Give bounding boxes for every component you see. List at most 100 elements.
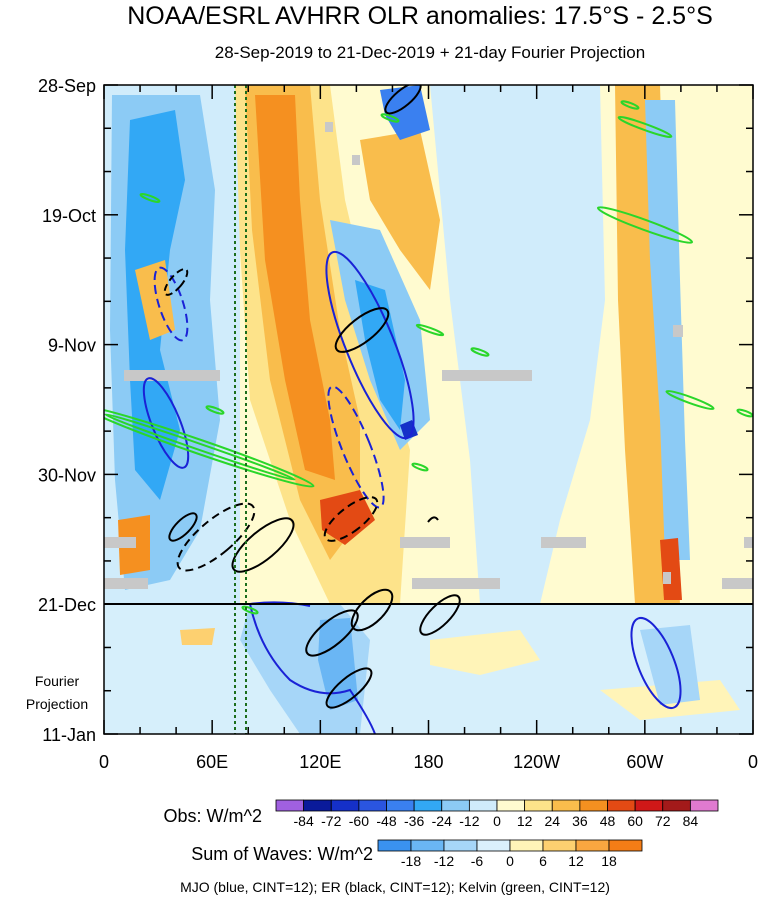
y-tick-label: 21-Dec [38, 595, 96, 615]
y-tick-label: 9-Nov [48, 336, 96, 356]
er-contour [419, 594, 461, 636]
legend-color-box [443, 839, 478, 852]
contour-footer: MJO (blue, CINT=12); ER (black, CINT=12)… [180, 879, 610, 895]
mjo-contour [153, 266, 189, 342]
er-contour [427, 516, 439, 523]
kelvin-contour [470, 347, 490, 357]
projection-blue-core [318, 618, 358, 710]
x-tick-label: 120E [299, 752, 341, 772]
legend-color-box [524, 799, 553, 812]
legend-level-label: -60 [349, 813, 369, 829]
legend-color-box [496, 799, 526, 812]
missing-data-bar [412, 578, 500, 589]
kelvin-contour [139, 193, 161, 203]
legend-color-box [607, 799, 636, 812]
chart-subtitle: 28-Sep-2019 to 21-Dec-2019 + 21-day Four… [215, 43, 645, 62]
missing-data-bar [400, 537, 450, 548]
legend-color-box [575, 839, 610, 852]
missing-data-bar [442, 370, 532, 381]
anomaly-red-patch [320, 490, 375, 545]
x-tick-label: 0 [99, 752, 109, 772]
legend-level-label: 12 [517, 813, 533, 829]
legend-level-label: -18 [401, 853, 421, 869]
missing-data-bar [673, 325, 683, 337]
legend-color-box [413, 799, 443, 812]
kelvin-contour [104, 413, 296, 481]
legend-color-box [542, 839, 577, 852]
legend-color-box [410, 839, 445, 852]
legend-level-label: -6 [471, 853, 484, 869]
missing-data-bar [663, 572, 671, 584]
wave-legend-label: Sum of Waves: W/m^2 [191, 844, 373, 864]
legend-level-label: 60 [627, 813, 643, 829]
legend-color-box [386, 799, 415, 812]
projection-label: Projection [26, 696, 88, 712]
missing-data-bar [124, 370, 220, 381]
legend-color-box [468, 799, 498, 812]
x-tick-label: 120W [513, 752, 560, 772]
legend-color-box [551, 799, 581, 812]
chart-title: NOAA/ESRL AVHRR OLR anomalies: 17.5°S - … [127, 2, 713, 30]
er-contour [323, 496, 379, 542]
kelvin-contour [104, 406, 315, 488]
legend-level-label: 12 [568, 853, 584, 869]
legend-level-label: 6 [539, 853, 547, 869]
legend-level-label: -72 [321, 813, 341, 829]
legend-color-box [330, 799, 360, 812]
x-tick-label: 0 [748, 752, 758, 772]
kelvin-contour [596, 206, 694, 244]
legend-level-label: 36 [572, 813, 588, 829]
mjo-contour [325, 250, 415, 440]
legend-level-label: 24 [544, 813, 560, 829]
wave-legend: -18 -12 -6 0 6 12 18 [377, 839, 643, 869]
y-tick-label: 11-Jan [42, 725, 96, 745]
legend-color-box [377, 839, 412, 852]
obs-legend-label: Obs: W/m^2 [164, 806, 262, 826]
er-contour [384, 85, 422, 115]
obs-legend: -84 -72 -60 -48 -36 -24 -12 0 12 24 36 48 60 72 84 [275, 799, 719, 829]
projection-label: Fourier [35, 673, 80, 689]
axes: 28-Sep 19-Oct 9-Nov 30-Nov 21-Dec 11-Jan Fouri… [26, 76, 758, 772]
projection-blue-east [640, 625, 700, 705]
legend-color-box [441, 799, 470, 812]
kelvin-contour [617, 116, 673, 138]
legend-level-label: 0 [506, 853, 514, 869]
mjo-contour [630, 616, 682, 710]
mjo-contour [249, 603, 376, 734]
y-tick-label: 30-Nov [38, 465, 96, 485]
legend-level-label: -48 [376, 813, 396, 829]
anomaly-red-east [660, 538, 682, 600]
kelvin-contour [620, 100, 640, 110]
legend-level-label: 48 [600, 813, 616, 829]
missing-data-bar [104, 578, 148, 589]
legend-color-box [662, 799, 691, 812]
er-contour [325, 667, 373, 709]
anomaly-blue-pacific-inner [355, 280, 405, 430]
x-tick-label: 60W [626, 752, 663, 772]
legend-color-box [608, 839, 643, 852]
legend-color-box [476, 839, 511, 852]
legend-color-box [634, 799, 664, 812]
legend-color-box [275, 799, 305, 812]
y-tick-label: 19-Oct [42, 206, 96, 226]
er-contour [305, 609, 359, 657]
x-tick-label: 60E [196, 752, 228, 772]
er-contour [334, 307, 390, 353]
legend-level-label: 72 [655, 813, 671, 829]
legend-color-box [358, 799, 387, 812]
kelvin-contour [380, 113, 400, 123]
y-tick-label: 28-Sep [38, 76, 96, 96]
kelvin-contour [665, 389, 715, 411]
legend-level-label: -24 [432, 813, 452, 829]
legend-level-label: -12 [434, 853, 454, 869]
anomaly-blue-east-band [645, 100, 690, 560]
kelvin-contour [241, 605, 259, 615]
anomaly-orange-dateline [360, 130, 440, 290]
er-contour [168, 512, 198, 542]
legend-level-label: 18 [601, 853, 617, 869]
mjo-contour [327, 385, 385, 509]
missing-data-bar [104, 537, 136, 548]
er-contour [163, 268, 189, 296]
legend-level-label: 84 [683, 813, 699, 829]
